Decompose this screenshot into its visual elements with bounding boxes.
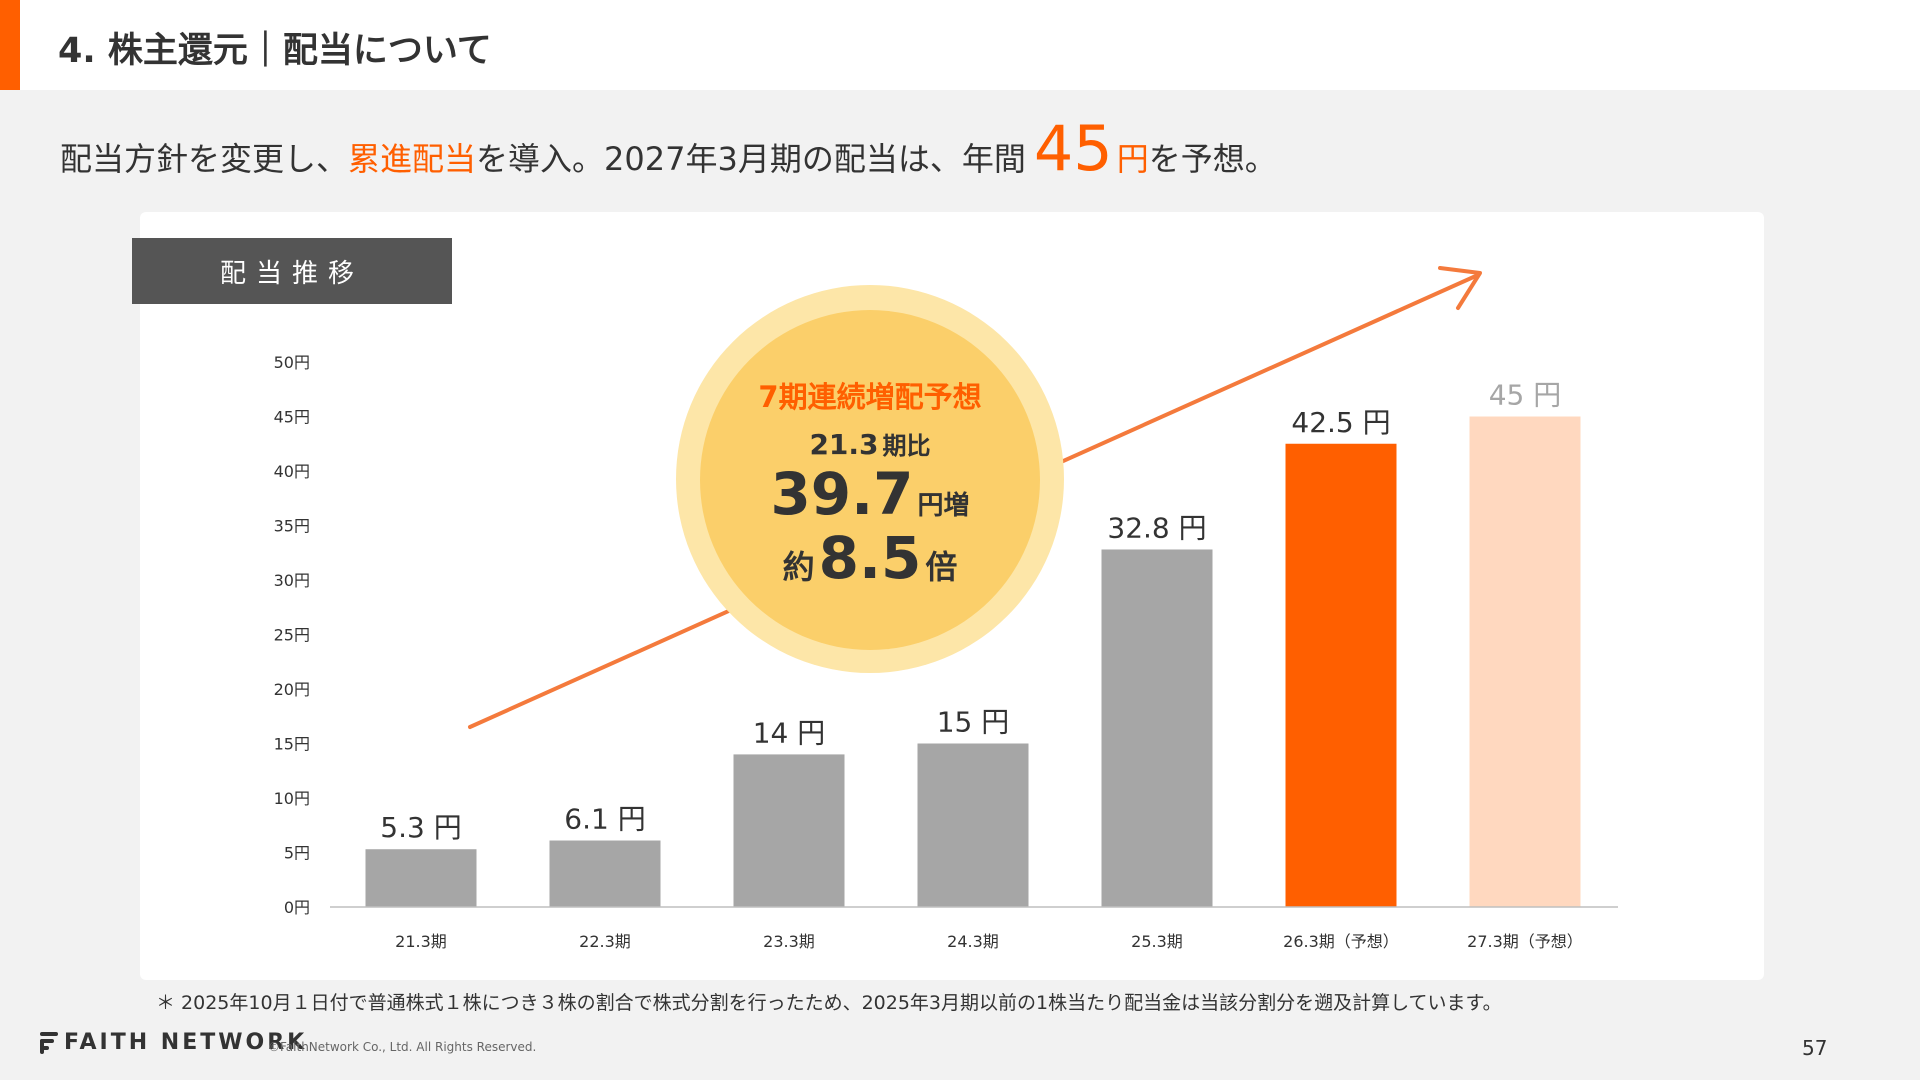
faith-network-logo-icon	[40, 1031, 58, 1054]
page-number: 57	[1802, 1036, 1828, 1060]
copyright: ©FaithNetwork Co., Ltd. All Rights Reser…	[268, 1040, 537, 1054]
company-logo: FAITH NETWORK	[40, 1030, 307, 1055]
footnote: ＊ 2025年10月１日付で普通株式１株につき３株の割合で株式分割を行ったため、…	[156, 992, 1502, 1014]
headline-unit: 円	[1116, 140, 1149, 178]
bubble-base-period-num: 21.3	[809, 427, 879, 461]
headline-big-number: 45	[1033, 112, 1113, 185]
headline-part3: を予想。	[1148, 140, 1277, 178]
headline-accent: 累進配当	[348, 140, 477, 178]
bubble-base-period-suffix: 期比	[882, 431, 931, 460]
bubble-increase: 39.7 円増	[770, 465, 969, 523]
bubble-multiple: 約8.5 倍	[783, 529, 958, 587]
section-label: 配当推移	[132, 238, 452, 304]
bubble-base-period: 21.3 期比	[809, 426, 930, 461]
header-accent-stripe	[0, 0, 20, 90]
bubble-increase-suffix: 円増	[917, 490, 970, 521]
headline-part1: 配当方針を変更し、	[60, 140, 349, 178]
headline-part2: を導入。2027年3月期の配当は、年間	[476, 140, 1026, 178]
bubble-multiple-suffix: 倍	[925, 547, 958, 586]
page-title: 4. 株主還元｜配当について	[58, 31, 492, 71]
bubble-increase-num: 39.7	[770, 459, 914, 528]
bubble-multiple-num: 8.5	[818, 523, 922, 592]
bubble-multiple-prefix: 約	[782, 547, 815, 586]
bubble-headline: 7期連続増配予想	[758, 379, 982, 414]
logo-text: FAITH NETWORK	[64, 1030, 308, 1055]
header-bar: 4. 株主還元｜配当について	[0, 0, 1920, 90]
highlight-bubble: 7期連続増配予想 21.3 期比 39.7 円増 約8.5 倍	[700, 310, 1040, 650]
headline: 配当方針を変更し、 累進配当 を導入。2027年3月期の配当は、年間 45 円 …	[60, 118, 1277, 188]
